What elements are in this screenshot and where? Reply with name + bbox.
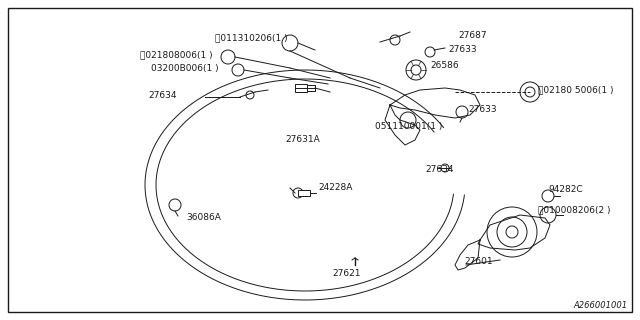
Text: Ⓑ010008206(2 ): Ⓑ010008206(2 ) xyxy=(538,205,611,214)
Text: 27633: 27633 xyxy=(448,45,477,54)
Text: 27601: 27601 xyxy=(464,258,493,267)
Text: 03200B006(1 ): 03200B006(1 ) xyxy=(151,63,219,73)
Text: 24228A: 24228A xyxy=(318,183,353,193)
Text: Ⓑ011310206(1 ): Ⓑ011310206(1 ) xyxy=(215,34,287,43)
Text: 051110001(1 ): 051110001(1 ) xyxy=(375,123,442,132)
Text: Ⓝ021808006(1 ): Ⓝ021808006(1 ) xyxy=(140,51,212,60)
Text: 26586: 26586 xyxy=(430,60,459,69)
Text: 27621: 27621 xyxy=(332,268,360,277)
Text: 94282C: 94282C xyxy=(548,186,582,195)
Circle shape xyxy=(506,226,518,238)
Bar xyxy=(298,190,310,196)
Text: 27633: 27633 xyxy=(468,106,497,115)
Text: 36086A: 36086A xyxy=(186,213,221,222)
Bar xyxy=(295,84,307,92)
Text: A266001001: A266001001 xyxy=(574,301,628,310)
Text: 27687: 27687 xyxy=(458,30,486,39)
Text: 27631A: 27631A xyxy=(285,135,320,145)
Text: 27634: 27634 xyxy=(148,91,177,100)
Text: 27634: 27634 xyxy=(425,165,454,174)
Text: Ⓝ02180 5006(1 ): Ⓝ02180 5006(1 ) xyxy=(538,85,614,94)
Bar xyxy=(307,85,315,91)
